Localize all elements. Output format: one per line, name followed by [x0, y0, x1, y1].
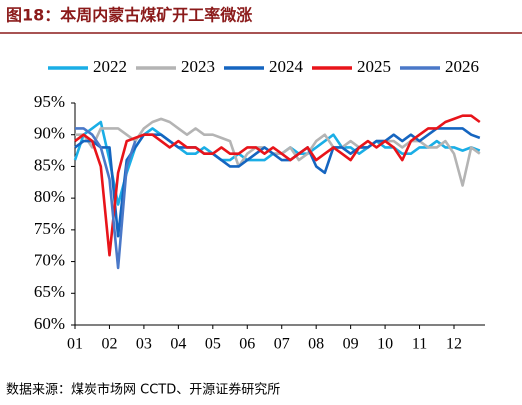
y-tick-label: 65%: [34, 282, 65, 301]
x-tick-label: 02: [101, 336, 117, 353]
chart-title: 图18：本周内蒙古煤矿开工率微涨: [6, 6, 252, 25]
y-tick-label: 60%: [34, 314, 65, 333]
x-tick-label: 04: [170, 336, 186, 353]
x-tick-label: 01: [67, 336, 83, 353]
y-tick-label: 85%: [34, 155, 65, 174]
x-tick-label: 06: [239, 336, 255, 353]
y-tick-label: 75%: [34, 219, 65, 238]
legend-label: 2022: [93, 57, 127, 76]
y-tick-label: 90%: [34, 124, 65, 143]
legend-label: 2023: [181, 57, 215, 76]
legend-label: 2025: [357, 57, 391, 76]
series-line: [74, 127, 481, 238]
x-tick-label: 03: [136, 336, 152, 353]
x-tick-label: 08: [308, 336, 324, 353]
x-tick-label: 10: [377, 336, 393, 353]
x-tick-label: 11: [412, 336, 427, 353]
y-tick-label: 80%: [34, 187, 65, 206]
series-line: [75, 127, 137, 270]
series-line: [75, 117, 481, 187]
series-line: [74, 114, 481, 257]
legend-label: 2026: [445, 57, 479, 76]
legend-label: 2024: [269, 57, 304, 76]
x-tick-label: 07: [274, 336, 290, 353]
y-tick-label: 70%: [34, 250, 65, 269]
y-tick-label: 95%: [34, 92, 65, 111]
source-note: 数据来源：煤炭市场网 CCTD、开源证券研究所: [6, 382, 280, 398]
x-tick-label: 12: [446, 336, 462, 353]
x-tick-label: 05: [205, 336, 221, 353]
x-tick-label: 09: [343, 336, 359, 353]
